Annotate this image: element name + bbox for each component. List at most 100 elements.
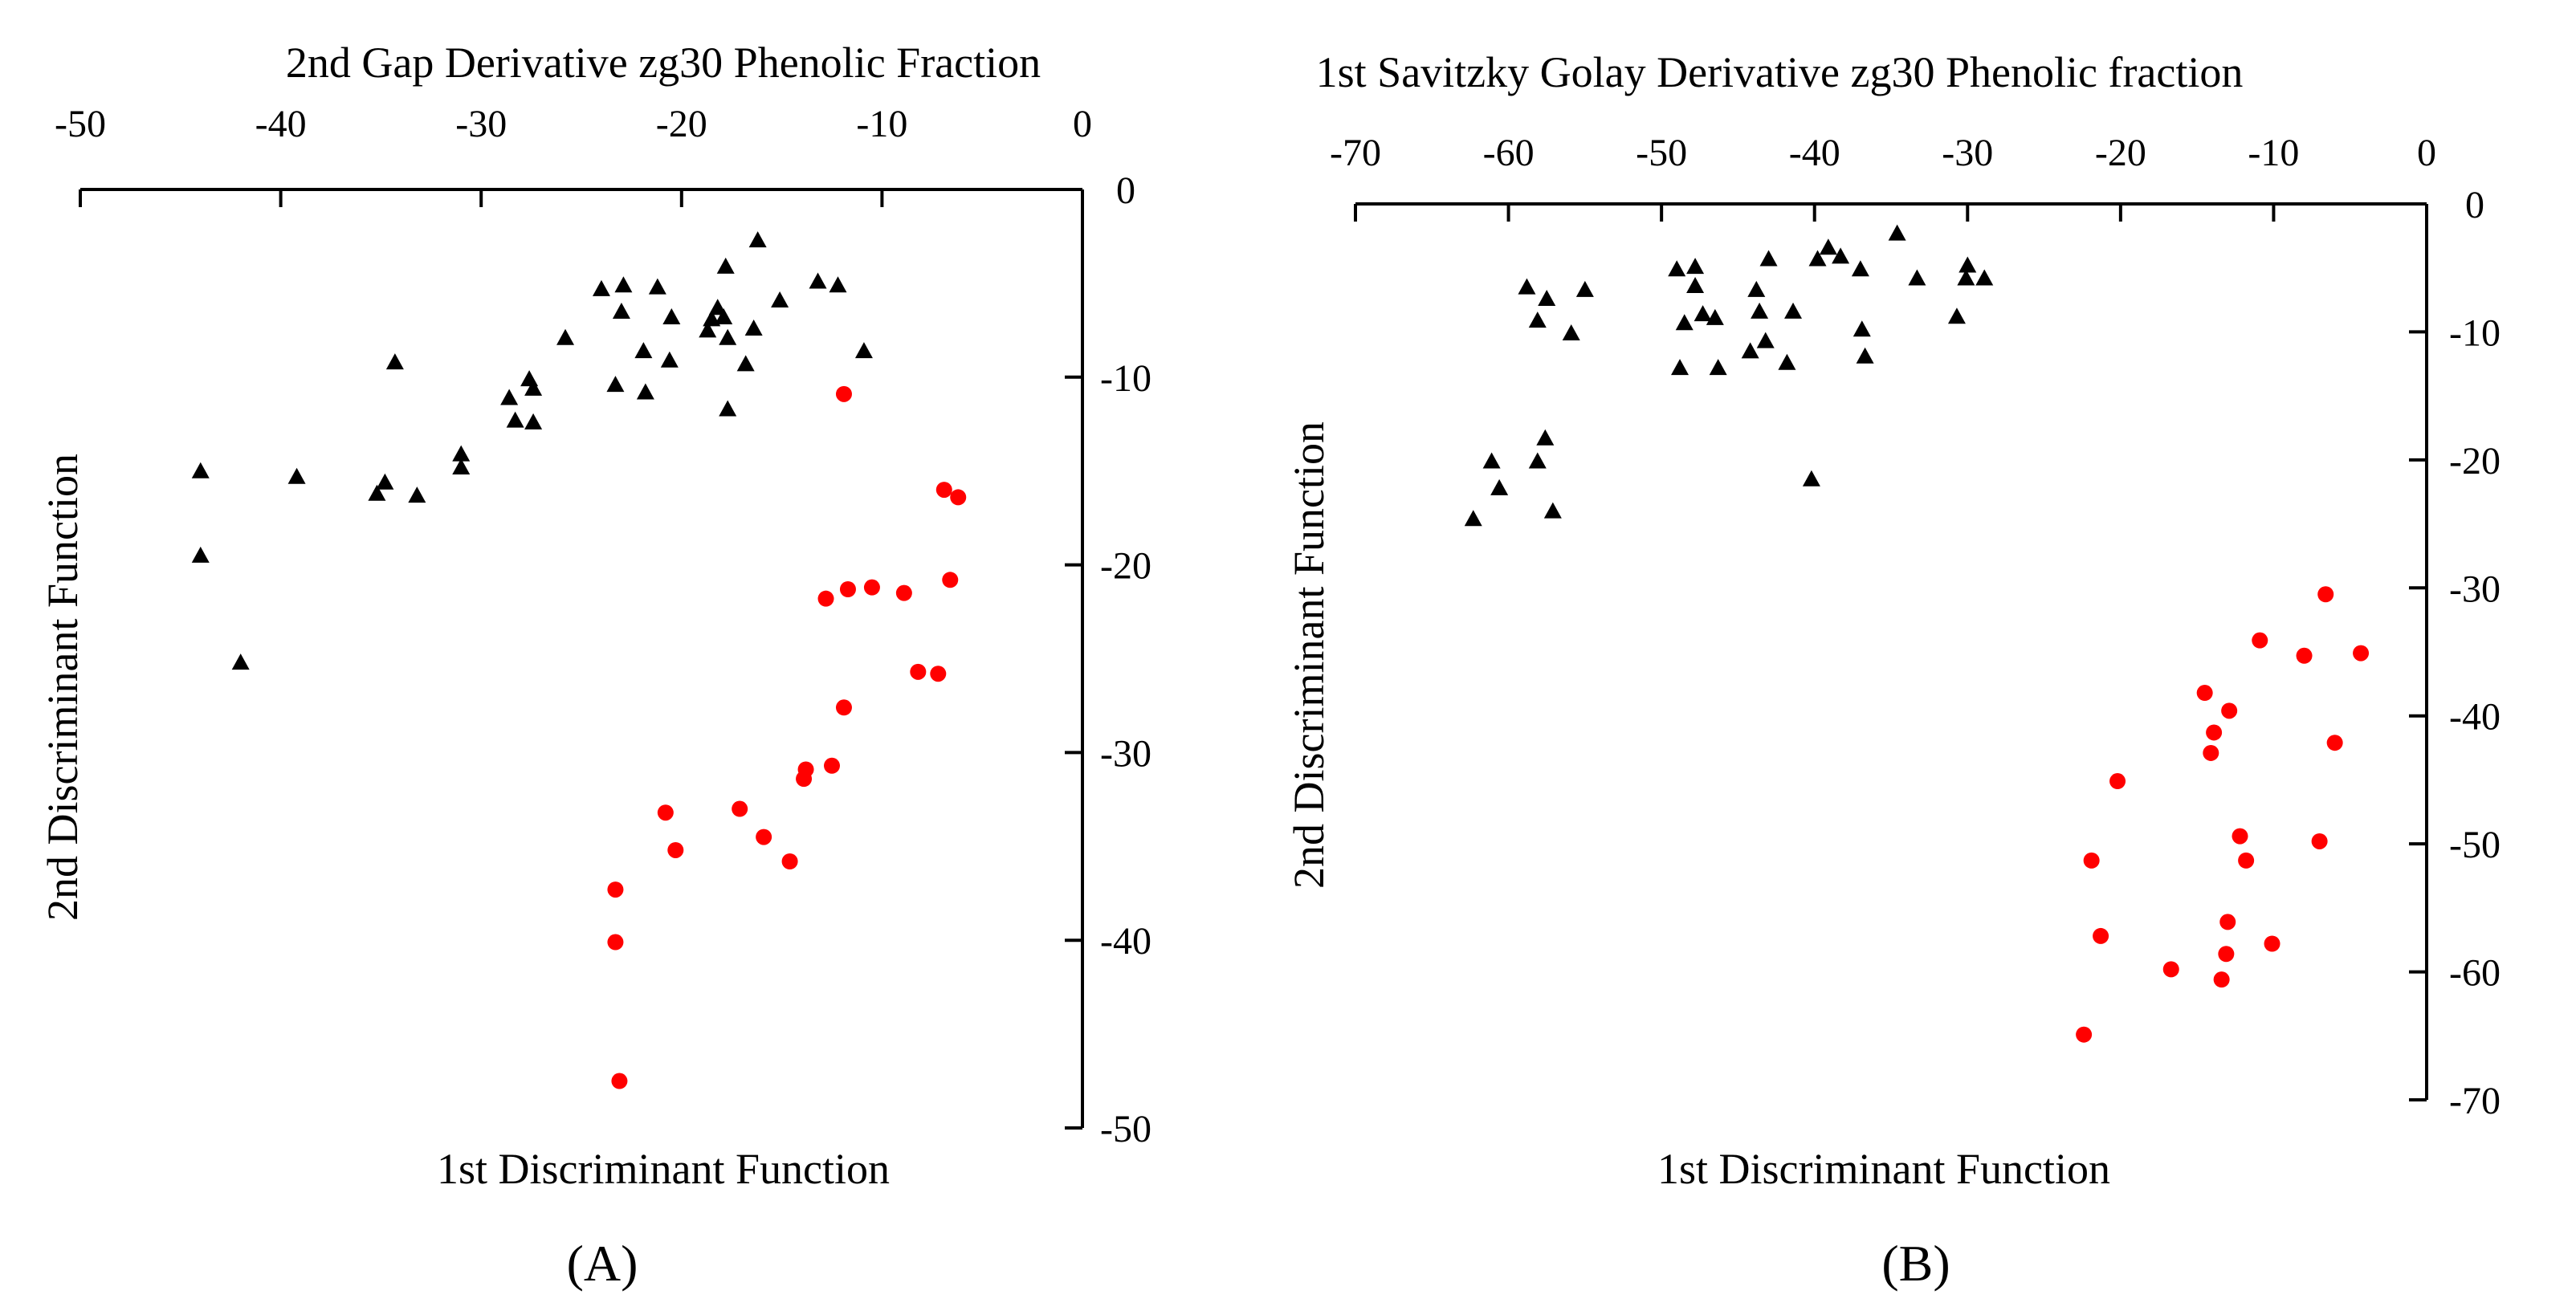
circle-point [2219,914,2236,930]
x-axis-label-a: 1st Discriminant Function [437,1145,890,1193]
panel-label-b: (B) [1881,1235,1950,1292]
x-tick-label: -70 [1330,132,1381,174]
triangle-point [368,484,386,501]
triangle-point [452,445,471,462]
triangle-point [1575,280,1594,297]
y-axis-label-a: 2nd Discriminant Function [39,454,87,921]
circle-point [817,590,834,607]
triangle-point [191,462,210,478]
circle-point [2311,833,2328,849]
triangle-point [1888,224,1906,241]
triangle-point [1908,269,1926,286]
x-tick-label: -10 [856,103,907,145]
triangle-point [660,351,679,368]
circle-point [2232,828,2248,845]
triangle-point [191,546,210,563]
y-tick-label: -20 [1100,545,1151,588]
circle-point [2218,946,2235,963]
triangle-point [1686,277,1705,294]
x-ticks-b: -70 -60 -50 -40 -30 -20 -10 0 [1330,132,2436,222]
y-tick-label: 0 [1116,169,1135,212]
circle-point [732,800,748,817]
triangle-point [1536,429,1555,446]
triangle-point [1538,289,1556,306]
chart-title-b: 1st Savitzky Golay Derivative zg30 Pheno… [1316,48,2244,96]
x-tick-label: -40 [255,103,307,145]
x-tick-label: -30 [1942,132,1993,174]
circle-point [607,881,624,898]
triangle-point [1741,342,1759,359]
y-tick-label: -30 [2449,568,2501,610]
triangle-point [744,320,763,336]
x-tick-label: -30 [455,103,507,145]
triangle-point [1671,359,1689,376]
circle-point [835,699,852,716]
circle-point [657,804,674,821]
circle-point [824,757,840,774]
triangle-point [1562,324,1580,341]
circle-point [2206,724,2223,741]
triangle-point [1958,256,1977,273]
triangle-point [1490,478,1509,495]
y-tick-label: -20 [2449,440,2501,482]
circle-point [2317,586,2334,603]
triangle-point [408,487,426,503]
triangle-point [1851,260,1869,277]
triangle-point [1528,452,1547,469]
triangle-point [606,376,625,393]
triangle-point [1528,311,1547,328]
triangle-point [287,467,306,484]
y-tick-label: -40 [2449,696,2501,739]
triangle-point [1759,250,1778,267]
circle-point [2252,632,2268,649]
x-tick-label: -60 [1483,132,1535,174]
triangle-point [376,473,394,490]
triangle-point [662,307,681,324]
triangle-point [452,458,471,475]
triangle-point [1856,347,1874,364]
triangle-point [719,400,737,417]
triangle-point [699,321,717,338]
triangle-point [612,302,630,319]
triangle-point [1819,238,1837,255]
triangle-point [1518,278,1536,295]
triangle-point [1975,269,1994,286]
circle-point [2353,645,2370,662]
triangle-point [614,276,633,293]
x-tick-label: -10 [2248,132,2299,174]
y-tick-label: -10 [2449,311,2501,354]
circle-point [2203,744,2219,761]
triangle-point [1543,502,1562,519]
chart-title-a: 2nd Gap Derivative zg30 Phenolic Fractio… [286,39,1041,87]
circle-point [2238,852,2255,869]
y-axis-label-b: 2nd Discriminant Function [1285,421,1333,889]
triangle-point [231,653,250,670]
circle-point [2109,773,2126,790]
circle-point [942,572,959,588]
triangle-point [854,342,873,359]
triangle-point [1675,314,1694,331]
circle-point [2083,852,2100,869]
triangle-point [1706,308,1724,325]
triangle-point [385,353,404,370]
triangle-point [1694,305,1712,322]
triangle-point [524,413,543,430]
triangle-point [1808,250,1827,267]
triangle-point [715,307,733,324]
triangle-point [1957,269,1975,286]
y-ticks-a: 0 -10 -20 -30 -40 -50 [1065,169,1151,1150]
circle-point [611,1073,628,1089]
circle-point [2196,685,2213,702]
circle-point [863,579,880,596]
triangle-point [1832,247,1850,264]
circle-point [930,666,947,682]
triangle-point [648,278,666,295]
x-tick-label: 0 [1073,103,1092,145]
circle-point [667,841,684,858]
y-tick-label: -50 [1100,1108,1151,1150]
triangle-point [1751,302,1769,319]
x-tick-label: 0 [2417,132,2436,174]
triangle-point [708,299,727,316]
y-tick-label: -60 [2449,952,2501,995]
